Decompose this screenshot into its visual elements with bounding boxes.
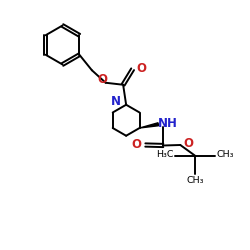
Text: N: N [111,95,121,108]
Text: O: O [136,62,146,75]
Text: CH₃: CH₃ [216,150,234,159]
Text: O: O [132,138,142,151]
Text: O: O [184,137,194,150]
Text: NH: NH [158,117,178,130]
Text: O: O [98,73,108,86]
Text: H₃C: H₃C [156,150,174,159]
Text: CH₃: CH₃ [186,176,204,185]
Polygon shape [140,123,158,128]
